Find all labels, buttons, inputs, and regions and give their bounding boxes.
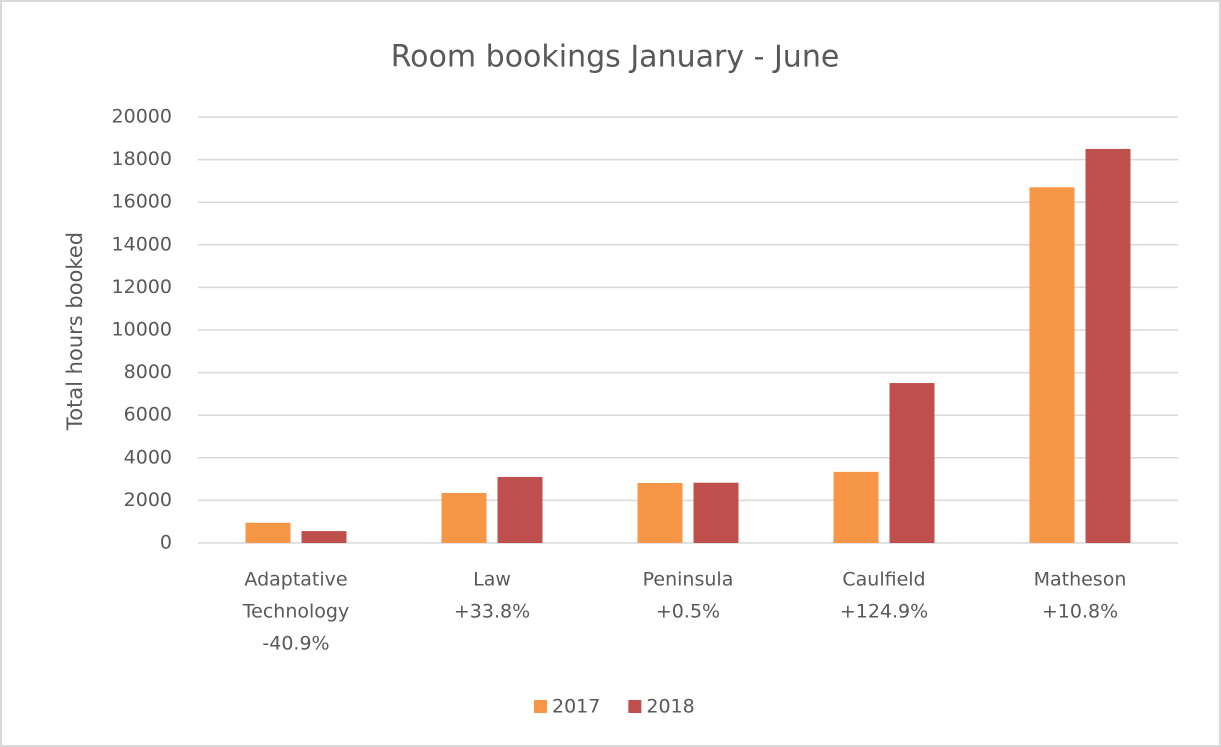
x-tick-label: Technology: [242, 601, 349, 623]
chart-title: Room bookings January - June: [391, 40, 840, 75]
y-tick-label: 2000: [124, 489, 172, 511]
bar: [1085, 148, 1131, 543]
bar: [301, 531, 347, 543]
legend-swatch: [534, 700, 547, 713]
bar: [1029, 187, 1075, 544]
x-tick-label: +33.8%: [454, 601, 530, 623]
bar: [497, 476, 543, 543]
x-tick-label: Adaptative: [244, 569, 347, 591]
x-tick-label: Peninsula: [643, 569, 734, 591]
y-tick-label: 4000: [124, 446, 172, 468]
bar: [441, 492, 487, 543]
y-tick-label: 12000: [112, 276, 172, 298]
x-tick-label: +0.5%: [656, 601, 720, 623]
y-tick-label: 0: [160, 532, 172, 554]
bar: [693, 482, 739, 543]
x-tick-label: Law: [473, 569, 511, 591]
y-tick-label: 16000: [112, 191, 172, 213]
bar: [833, 471, 879, 543]
legend-label: 2018: [646, 696, 694, 718]
bar: [637, 482, 683, 543]
bar: [889, 383, 935, 543]
legend-swatch: [628, 700, 642, 713]
x-tick-label: +10.8%: [1042, 601, 1118, 623]
y-tick-label: 10000: [112, 319, 172, 341]
x-tick-label: -40.9%: [262, 633, 329, 655]
x-tick-label: Matheson: [1034, 569, 1127, 591]
y-tick-label: 6000: [124, 404, 172, 426]
legend-label: 2017: [552, 696, 600, 718]
y-axis-label: Total hours booked: [63, 232, 87, 431]
x-tick-label: +124.9%: [840, 601, 928, 623]
y-tick-label: 8000: [124, 361, 172, 383]
bar: [245, 522, 291, 543]
y-tick-label: 18000: [112, 148, 172, 170]
y-tick-label: 20000: [112, 106, 172, 128]
x-tick-label: Caulfield: [842, 569, 925, 591]
y-tick-label: 14000: [112, 233, 172, 255]
